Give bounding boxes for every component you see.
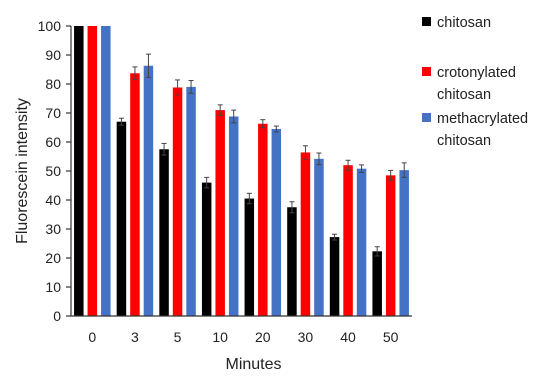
- y-tick-label: 90: [45, 47, 61, 63]
- y-tick-label: 20: [45, 250, 61, 266]
- x-tick-label: 10: [212, 329, 228, 345]
- bar-methacrylated-chitosan-30: [314, 158, 324, 316]
- bar-crotonylated-chitosan-0: [87, 26, 98, 316]
- bars: [74, 26, 409, 317]
- legend-swatch-crotonylated-chitosan: [422, 67, 431, 76]
- bar-chitosan-50: [372, 251, 382, 316]
- bar-methacrylated-chitosan-20: [271, 128, 282, 316]
- legend-label: methacrylated: [437, 111, 528, 127]
- bar-chitosan-30: [287, 207, 297, 316]
- bar-methacrylated-chitosan-10: [228, 116, 239, 316]
- x-axis-title: Minutes: [225, 356, 281, 373]
- x-axis-ticks: 0 3 5 10 20 30 40 50: [88, 329, 398, 345]
- legend-swatch-methacrylated-chitosan: [422, 113, 431, 122]
- y-tick-label: 30: [45, 221, 61, 237]
- legend-label: chitosan: [437, 133, 491, 149]
- bar-crotonylated-chitosan-3: [130, 73, 140, 317]
- y-tick-label: 40: [45, 192, 61, 208]
- bar-chitosan-10: [201, 182, 212, 316]
- bar-crotonylated-chitosan-30: [300, 152, 311, 316]
- bar-methacrylated-chitosan-40: [356, 168, 367, 316]
- bar-chitosan-5: [159, 149, 169, 316]
- x-tick-label: 40: [340, 329, 356, 345]
- bar-crotonylated-chitosan-40: [343, 165, 353, 316]
- x-tick-label: 3: [131, 329, 139, 345]
- bar-chitosan-40: [329, 237, 340, 316]
- bar-crotonylated-chitosan-20: [258, 123, 268, 316]
- bar-crotonylated-chitosan-50: [385, 175, 396, 316]
- legend-label: crotonylated: [437, 65, 516, 81]
- y-tick-label: 60: [45, 134, 61, 150]
- y-axis-title: Fluorescein intensity: [14, 98, 31, 244]
- y-tick-label: 0: [53, 308, 61, 324]
- bar-methacrylated-chitosan-50: [399, 170, 409, 316]
- bar-crotonylated-chitosan-10: [215, 110, 225, 316]
- legend-label: chitosan: [437, 87, 491, 103]
- y-tick-label: 100: [38, 18, 62, 34]
- bar-chitosan-3: [116, 121, 127, 316]
- bar-crotonylated-chitosan-5: [172, 87, 183, 316]
- bar-chitosan-0: [74, 26, 84, 316]
- legend: chitosan crotonylated chitosan methacrylate…: [422, 15, 528, 149]
- bar-methacrylated-chitosan-3: [143, 65, 154, 316]
- y-axis-ticks: 0 10 20 30 40 50 60 70 80 90 100: [38, 18, 71, 324]
- bar-methacrylated-chitosan-0: [101, 26, 111, 316]
- bar-chitosan-20: [244, 198, 255, 316]
- x-tick-label: 5: [174, 329, 182, 345]
- y-tick-label: 50: [45, 163, 61, 179]
- y-tick-label: 10: [45, 279, 61, 295]
- x-tick-label: 30: [298, 329, 314, 345]
- x-tick-label: 50: [383, 329, 399, 345]
- error-bars: [118, 53, 407, 257]
- x-tick-label: 0: [88, 329, 96, 345]
- y-tick-label: 80: [45, 76, 61, 92]
- bar-methacrylated-chitosan-5: [186, 86, 196, 317]
- legend-swatch-chitosan: [422, 17, 431, 26]
- legend-label: chitosan: [437, 15, 491, 31]
- x-tick-label: 20: [255, 329, 271, 345]
- y-tick-label: 70: [45, 105, 61, 121]
